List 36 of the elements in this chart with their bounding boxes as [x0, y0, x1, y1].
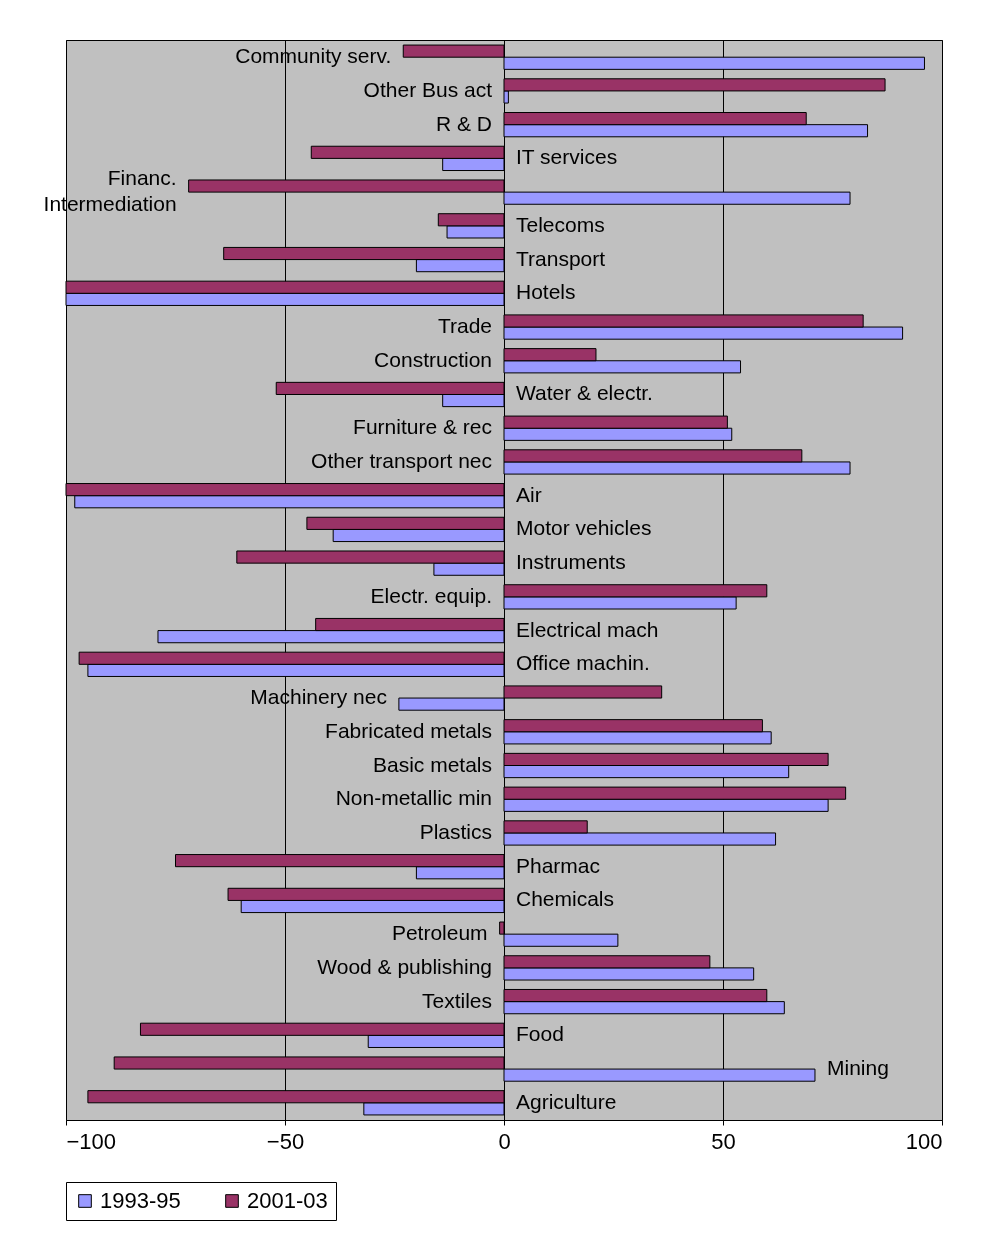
x-tick-label: −50	[266, 1128, 305, 1154]
y-tick-label: Other Bus act	[363, 77, 493, 101]
y-tick-label: Motor vehicles	[516, 516, 652, 540]
y-tick-label: R & D	[435, 111, 492, 135]
y-tick-label: Pharmac	[516, 853, 601, 877]
y-tick-label: Instruments	[516, 550, 626, 574]
x-tick-label: 0	[498, 1128, 511, 1154]
y-tick-label: Agriculture	[516, 1089, 617, 1113]
y-tick-label: Food	[516, 1022, 564, 1046]
y-tick-label: Other transport nec	[311, 448, 492, 472]
legend-label: 1993-95	[100, 1188, 181, 1213]
y-tick-label: Air	[516, 482, 542, 506]
legend-label: 2001-03	[247, 1188, 328, 1213]
y-tick-label: Wood & publishing	[317, 954, 492, 978]
y-tick-label: Furniture & rec	[353, 415, 492, 439]
y-tick-label: Plastics	[419, 819, 492, 843]
y-tick-label: Fabricated metals	[325, 718, 492, 742]
y-tick-label: Non-metallic min	[335, 786, 492, 810]
y-tick-label: Construction	[374, 347, 492, 371]
x-tick-label: 50	[711, 1128, 736, 1154]
y-tick-label: Office machin.	[516, 651, 650, 675]
y-tick-label: Petroleum	[391, 921, 488, 945]
y-tick-label: Chemicals	[516, 887, 615, 911]
y-tick-label: Transport	[516, 246, 606, 270]
y-tick-label: Water & electr.	[516, 381, 653, 405]
y-tick-label: IT services	[516, 145, 618, 169]
y-tick-label: Mining	[826, 1056, 889, 1080]
x-tick-label: −100	[66, 1128, 117, 1154]
y-tick-label: Electrical mach	[516, 617, 659, 641]
y-tick-label: Telecoms	[516, 212, 605, 236]
x-tick-label: 100	[905, 1128, 943, 1154]
y-tick-label: Textiles	[421, 988, 492, 1012]
y-tick-label: Trade	[437, 314, 492, 338]
y-tick-label: Hotels	[516, 280, 576, 304]
y-tick-label: Electr. equip.	[370, 583, 492, 607]
y-tick-label: Basic metals	[372, 752, 492, 776]
